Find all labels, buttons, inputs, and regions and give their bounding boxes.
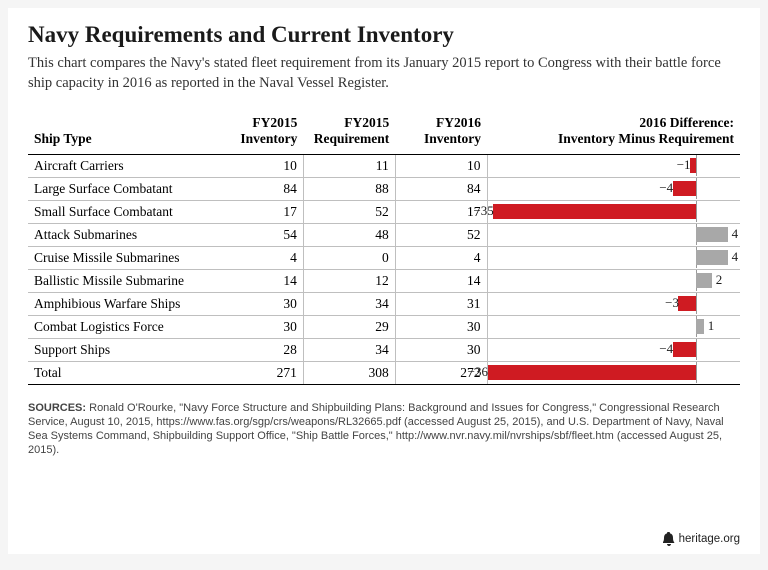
cell-diff: 4 [487,246,740,269]
cell-type: Aircraft Carriers [28,154,212,177]
cell-fy16-inv: 30 [395,338,487,361]
cell-fy15-req: 29 [303,315,395,338]
cell-type: Large Surface Combatant [28,177,212,200]
total-row: Total271308272−36 [28,361,740,384]
table-row: Cruise Missile Submarines4044 [28,246,740,269]
col-header-fy15-inv: FY2015 Inventory [212,111,304,154]
sources-text: SOURCES: Ronald O'Rourke, "Navy Force St… [28,401,740,458]
cell-fy15-inv: 84 [212,177,304,200]
cell-fy15-req: 12 [303,269,395,292]
cell-diff: −4 [487,177,740,200]
cell-fy15-req: 48 [303,223,395,246]
cell-diff: −3 [487,292,740,315]
cell-fy15-inv: 10 [212,154,304,177]
col-header-fy15-req: FY2015 Requirement [303,111,395,154]
col-header-type: Ship Type [28,111,212,154]
chart-container: Navy Requirements and Current Inventory … [8,8,760,554]
cell-fy15-inv: 30 [212,292,304,315]
footer-brand: heritage.org [663,532,740,546]
table-row: Small Surface Combatant175217−35 [28,200,740,223]
cell-type: Attack Submarines [28,223,212,246]
cell-fy15-inv: 14 [212,269,304,292]
col-header-fy16-inv: FY2016 Inventory [395,111,487,154]
liberty-bell-icon [663,532,675,546]
table-body: Aircraft Carriers101110−1Large Surface C… [28,154,740,384]
cell-fy15-inv: 30 [212,315,304,338]
cell-fy15-inv: 271 [212,361,304,384]
chart-title: Navy Requirements and Current Inventory [28,22,740,48]
cell-fy16-inv: 4 [395,246,487,269]
cell-fy15-inv: 54 [212,223,304,246]
cell-fy16-inv: 52 [395,223,487,246]
table-row: Combat Logistics Force3029301 [28,315,740,338]
col-header-diff: 2016 Difference:Inventory Minus Requirem… [487,111,740,154]
cell-diff: −35 [487,200,740,223]
cell-fy16-inv: 30 [395,315,487,338]
cell-diff: −1 [487,154,740,177]
table-row: Ballistic Missile Submarine1412142 [28,269,740,292]
cell-type: Amphibious Warfare Ships [28,292,212,315]
cell-fy15-req: 52 [303,200,395,223]
cell-fy15-req: 88 [303,177,395,200]
data-table: Ship Type FY2015 Inventory FY2015 Requir… [28,111,740,384]
cell-fy15-inv: 4 [212,246,304,269]
cell-fy15-req: 34 [303,292,395,315]
table-row: Aircraft Carriers101110−1 [28,154,740,177]
header-row: Ship Type FY2015 Inventory FY2015 Requir… [28,111,740,154]
cell-type: Cruise Missile Submarines [28,246,212,269]
cell-fy16-inv: 10 [395,154,487,177]
table-row: Support Ships283430−4 [28,338,740,361]
cell-fy16-inv: 31 [395,292,487,315]
cell-type: Combat Logistics Force [28,315,212,338]
cell-diff: 2 [487,269,740,292]
cell-type: Ballistic Missile Submarine [28,269,212,292]
cell-fy15-inv: 28 [212,338,304,361]
cell-fy15-req: 308 [303,361,395,384]
chart-subtitle: This chart compares the Navy's stated fl… [28,54,740,93]
cell-fy15-req: 34 [303,338,395,361]
cell-type: Support Ships [28,338,212,361]
table-row: Attack Submarines5448524 [28,223,740,246]
footer-brand-text: heritage.org [679,533,740,545]
cell-diff: 4 [487,223,740,246]
cell-type: Total [28,361,212,384]
cell-fy15-req: 0 [303,246,395,269]
cell-fy16-inv: 84 [395,177,487,200]
cell-fy16-inv: 14 [395,269,487,292]
cell-type: Small Surface Combatant [28,200,212,223]
cell-diff: 1 [487,315,740,338]
cell-diff: −4 [487,338,740,361]
sources-label: SOURCES: [28,402,86,414]
table-row: Large Surface Combatant848884−4 [28,177,740,200]
cell-diff: −36 [487,361,740,384]
cell-fy15-req: 11 [303,154,395,177]
cell-fy15-inv: 17 [212,200,304,223]
table-row: Amphibious Warfare Ships303431−3 [28,292,740,315]
